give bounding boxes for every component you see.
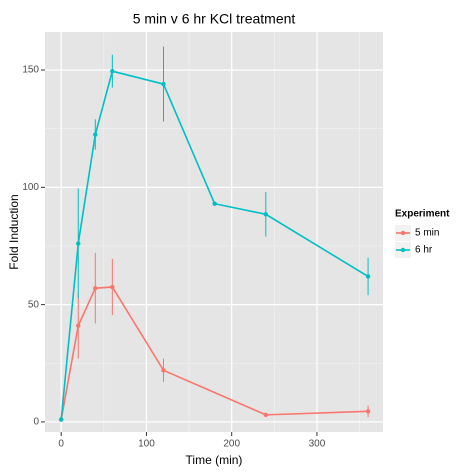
y-axis-label: Fold Induction: [7, 194, 21, 269]
data-point: [110, 68, 115, 74]
y-tick-label: 0: [33, 417, 39, 428]
data-point: [76, 323, 81, 328]
y-tick-label: 100: [22, 182, 39, 193]
x-tick-label: 0: [58, 439, 64, 450]
data-point: [161, 81, 166, 87]
x-tick-label: 200: [223, 439, 240, 450]
legend-label: 5 min: [415, 228, 439, 239]
x-axis-label: Time (min): [186, 453, 243, 467]
plot-panel: [45, 32, 383, 432]
data-point: [263, 412, 268, 418]
data-point: [161, 368, 166, 373]
legend-point: [400, 230, 406, 236]
x-tick-label: 100: [138, 439, 155, 450]
data-point: [76, 241, 81, 246]
legend-point: [400, 247, 406, 253]
legend-title: Experiment: [395, 209, 450, 220]
data-point: [365, 409, 371, 414]
data-point: [365, 274, 371, 279]
x-tick-label: 300: [309, 439, 326, 450]
y-tick-label: 150: [22, 65, 39, 76]
chart-title: 5 min v 6 hr KCl treatment: [133, 11, 296, 27]
series-line: [60, 70, 369, 420]
legend-label: 6 hr: [415, 245, 433, 256]
data-point: [93, 285, 98, 291]
data-point: [58, 417, 64, 422]
y-tick-label: 50: [28, 299, 40, 310]
data-point: [263, 212, 268, 217]
data-point: [212, 201, 217, 206]
data-point: [110, 284, 115, 290]
data-point: [93, 132, 98, 137]
